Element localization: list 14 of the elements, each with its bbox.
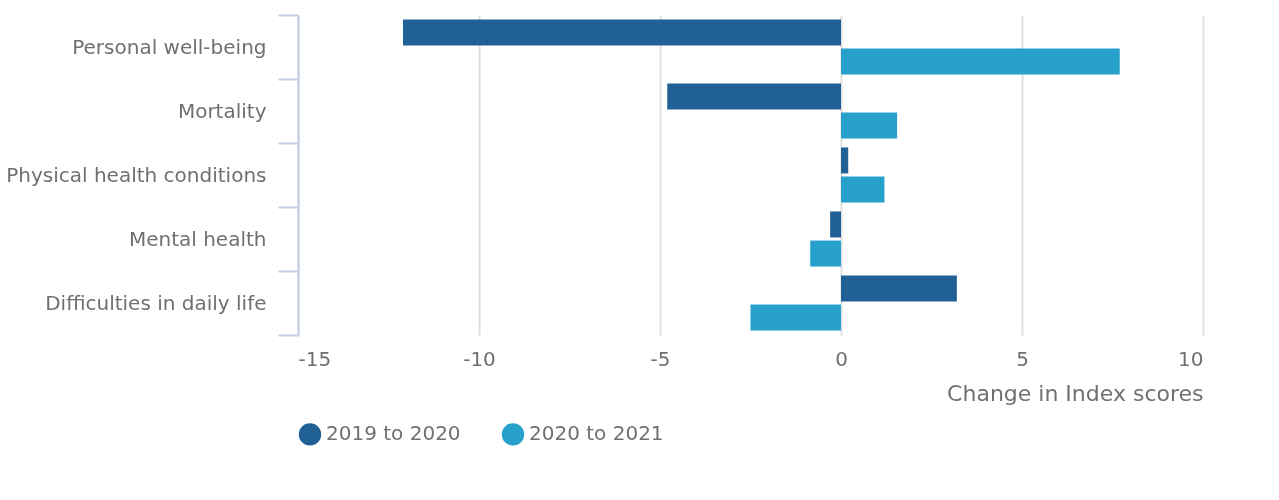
y-tick-label: Personal well-being xyxy=(72,34,267,59)
x-tick-label: 0 xyxy=(835,346,848,371)
x-tick-label: -15 xyxy=(298,346,332,371)
x-tick-label: 10 xyxy=(1178,346,1204,371)
y-tick-label: Difficulties in daily life xyxy=(45,290,267,315)
legend-label: 2020 to 2021 xyxy=(529,421,664,446)
x-tick-label: -5 xyxy=(650,346,671,371)
legend-label: 2019 to 2020 xyxy=(326,421,461,446)
y-tick-label: Mortality xyxy=(177,98,267,123)
x-tick-label: -10 xyxy=(463,346,496,371)
x-axis-title: Change in Index scores xyxy=(947,380,1204,406)
x-tick-label: 5 xyxy=(1016,346,1029,371)
y-tick-label: Physical health conditions xyxy=(6,162,267,187)
y-tick-label: Mental health xyxy=(128,226,267,251)
